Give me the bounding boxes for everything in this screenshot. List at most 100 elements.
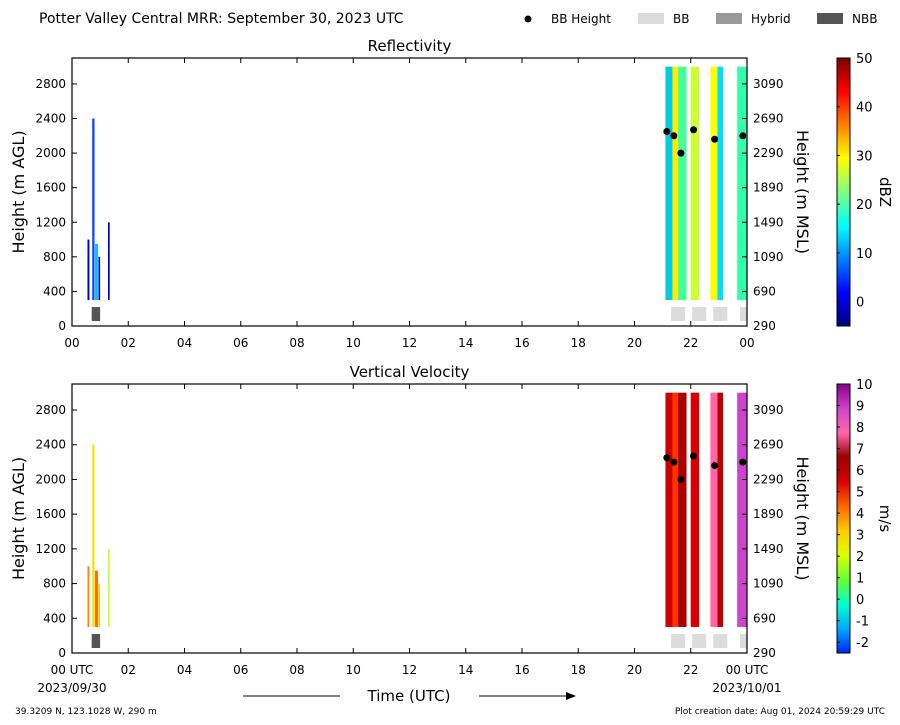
y-tick-label-right: 1890 xyxy=(753,507,784,521)
echo-column xyxy=(95,243,98,301)
bb-flag-bb xyxy=(671,307,686,321)
echo-column xyxy=(98,583,101,627)
echo-column xyxy=(678,66,687,301)
colorbar-tick-label: 30 xyxy=(856,149,873,164)
echo-column xyxy=(87,239,90,301)
y-axis-label: Height (m AGL) xyxy=(9,457,28,580)
y-tick-label: 1200 xyxy=(35,542,66,556)
bb-height-point xyxy=(677,475,685,483)
echo-column xyxy=(678,392,687,627)
x-tick-label: 00 UTC xyxy=(726,663,769,677)
bb-flag-bb xyxy=(692,634,707,648)
echo-column xyxy=(717,66,724,301)
x-tick-label: 08 xyxy=(289,336,304,350)
start-date-label: 2023/09/30 xyxy=(37,681,106,695)
x-tick-label: 14 xyxy=(458,663,473,677)
bb-height-point xyxy=(690,452,698,460)
colorbar-label: dBZ xyxy=(876,177,894,207)
y-axis-label: Height (m AGL) xyxy=(9,130,28,253)
x-tick-label: 22 xyxy=(683,336,698,350)
echo-column xyxy=(737,66,747,301)
bb-height-point xyxy=(670,132,678,140)
y-tick-label-right: 690 xyxy=(753,611,776,625)
figure-title: Potter Valley Central MRR: September 30,… xyxy=(39,11,404,27)
echo-column xyxy=(95,570,98,627)
x-axis-label: Time (UTC) xyxy=(367,687,451,705)
bb-flag-bb xyxy=(739,634,747,648)
x-tick-label: 14 xyxy=(458,336,473,350)
x-tick-label: 04 xyxy=(177,336,192,350)
x-tick-label: 18 xyxy=(571,336,586,350)
x-tick-label: 12 xyxy=(402,663,417,677)
panel-title: Reflectivity xyxy=(368,37,452,55)
colorbar-tick-label: 0 xyxy=(856,593,864,608)
y-tick-label: 2800 xyxy=(35,77,66,91)
echo-column xyxy=(87,566,90,627)
legend-bb-height-marker xyxy=(524,15,532,23)
colorbar-tick-label: 2 xyxy=(856,550,864,565)
bb-height-point xyxy=(663,127,671,135)
echo-column xyxy=(92,444,95,627)
bb-flag-bb xyxy=(739,307,747,321)
y-tick-label-right: 1090 xyxy=(753,250,784,264)
y-tick-label-right: 3090 xyxy=(753,403,784,417)
y-axis-label-right: Height (m MSL) xyxy=(793,130,812,254)
bb-height-point xyxy=(711,135,719,143)
bb-height-point xyxy=(677,149,685,157)
colorbar-tick-label: 10 xyxy=(856,378,873,393)
x-tick-label: 18 xyxy=(571,663,586,677)
echo-column xyxy=(737,392,747,627)
y-tick-label-right: 2290 xyxy=(753,472,784,486)
y-tick-label-right: 2290 xyxy=(753,146,784,160)
bb-height-point xyxy=(670,458,678,466)
x-tick-label: 00 xyxy=(739,336,754,350)
reflectivity-panel: Reflectivity0400800120016002000240028002… xyxy=(9,37,894,350)
bb-flag-bb xyxy=(671,634,686,648)
colorbar-tick-label: 20 xyxy=(856,198,873,213)
legend-nbb-swatch xyxy=(817,13,843,24)
y-tick-label: 1600 xyxy=(35,181,66,195)
bb-height-point xyxy=(739,132,747,140)
colorbar-tick-label: -2 xyxy=(856,636,869,651)
y-tick-label: 1200 xyxy=(35,215,66,229)
y-tick-label: 800 xyxy=(43,577,66,591)
legend-bb-label: BB xyxy=(673,12,689,26)
colorbar-tick-label: 4 xyxy=(856,507,864,522)
creation-date-text: Plot creation date: Aug 01, 2024 20:59:2… xyxy=(675,707,885,717)
y-tick-label: 1600 xyxy=(35,507,66,521)
time-arrow-head xyxy=(566,692,576,700)
x-tick-label: 10 xyxy=(346,663,361,677)
echo-column xyxy=(92,118,95,301)
colorbar-tick-label: 3 xyxy=(856,529,864,544)
x-tick-label: 00 UTC xyxy=(51,663,94,677)
x-tick-label: 20 xyxy=(627,663,642,677)
colorbar-tick-label: 50 xyxy=(856,52,873,67)
x-tick-label: 22 xyxy=(683,663,698,677)
end-date-label: 2023/10/01 xyxy=(712,681,781,695)
bb-flag-bb xyxy=(692,307,707,321)
y-tick-label: 2800 xyxy=(35,403,66,417)
y-tick-label-right: 690 xyxy=(753,284,776,298)
x-tick-label: 06 xyxy=(233,663,248,677)
plot-area xyxy=(72,384,747,653)
echo-column xyxy=(108,548,110,627)
echo-column xyxy=(672,66,679,301)
echo-column xyxy=(690,66,700,301)
y-tick-label: 2000 xyxy=(35,146,66,160)
bb-height-point xyxy=(690,126,698,134)
echo-column xyxy=(690,392,700,627)
colorbar-tick-label: 8 xyxy=(856,421,864,436)
y-tick-label: 400 xyxy=(43,284,66,298)
echo-column xyxy=(665,392,673,627)
y-tick-label: 0 xyxy=(58,646,66,660)
x-tick-label: 02 xyxy=(121,663,136,677)
plot-area xyxy=(72,58,747,326)
legend-hybrid-swatch xyxy=(716,13,742,24)
x-tick-label: 02 xyxy=(121,336,136,350)
echo-column xyxy=(710,392,718,627)
colorbar xyxy=(836,57,851,327)
y-tick-label: 2000 xyxy=(35,472,66,486)
colorbar-tick-label: 1 xyxy=(856,572,864,587)
colorbar-tick-label: 40 xyxy=(856,101,873,116)
